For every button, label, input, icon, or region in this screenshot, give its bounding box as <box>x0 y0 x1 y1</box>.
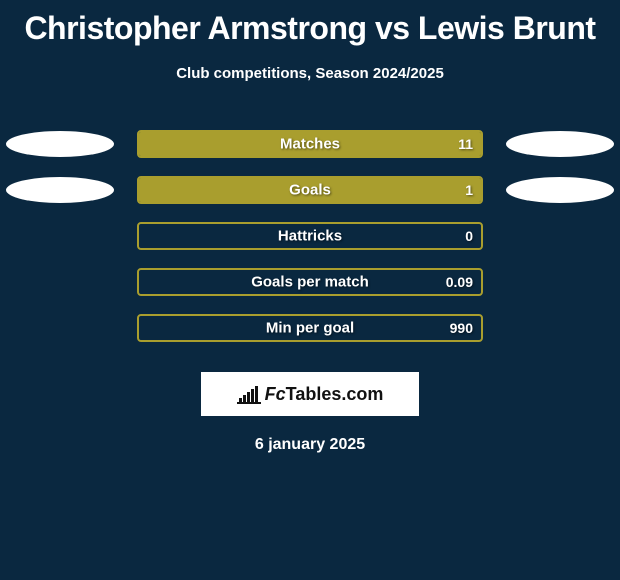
stat-value: 0.09 <box>446 274 473 290</box>
stat-bar: Hattricks 0 <box>137 222 483 250</box>
fctables-logo: FcTables.com <box>201 372 419 416</box>
stat-row: Matches 11 <box>0 130 620 158</box>
stat-row: Hattricks 0 <box>0 222 620 250</box>
stat-value: 1 <box>465 182 473 198</box>
player-right-ellipse <box>506 131 614 157</box>
logo-text: FcTables.com <box>265 384 384 405</box>
stat-label: Min per goal <box>266 320 354 337</box>
stat-label: Matches <box>280 136 340 153</box>
player-left-ellipse <box>6 131 114 157</box>
stat-bar: Goals 1 <box>137 176 483 204</box>
stat-value: 0 <box>465 228 473 244</box>
date-text: 6 january 2025 <box>0 436 620 454</box>
stat-bar: Goals per match 0.09 <box>137 268 483 296</box>
player-right-ellipse <box>506 177 614 203</box>
comparison-subtitle: Club competitions, Season 2024/2025 <box>0 65 620 82</box>
stat-row: Min per goal 990 <box>0 314 620 342</box>
player-left-ellipse <box>6 177 114 203</box>
comparison-title: Christopher Armstrong vs Lewis Brunt <box>0 0 620 47</box>
stats-container: Matches 11 Goals 1 Hattricks 0 Goals per… <box>0 130 620 342</box>
stat-value: 11 <box>458 136 473 152</box>
stat-label: Hattricks <box>278 228 342 245</box>
stat-row: Goals per match 0.09 <box>0 268 620 296</box>
stat-bar: Min per goal 990 <box>137 314 483 342</box>
stat-label: Goals <box>289 182 331 199</box>
stat-row: Goals 1 <box>0 176 620 204</box>
stat-label: Goals per match <box>251 274 369 291</box>
stat-value: 990 <box>450 320 473 336</box>
logo-inner: FcTables.com <box>237 384 384 405</box>
chart-bars-icon <box>237 384 261 404</box>
stat-bar: Matches 11 <box>137 130 483 158</box>
